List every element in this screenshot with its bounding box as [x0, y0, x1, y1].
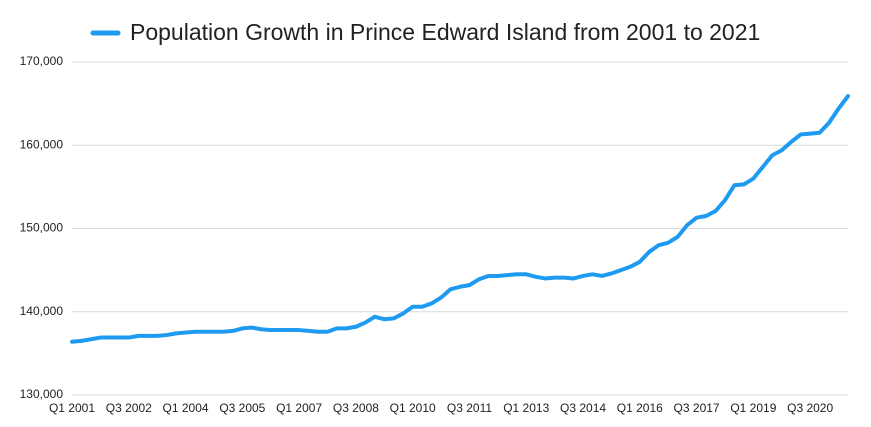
x-tick-label: Q3 2011 — [447, 401, 492, 415]
x-tick-label: Q3 2017 — [674, 401, 720, 415]
x-tick-label: Q1 2007 — [276, 401, 322, 415]
x-tick-label: Q1 2004 — [163, 401, 209, 415]
x-tick-label: Q3 2020 — [787, 401, 833, 415]
x-tick-label: Q3 2008 — [333, 401, 379, 415]
line — [70, 94, 850, 344]
x-tick-label: Q3 2005 — [219, 401, 265, 415]
x-tick-label: Q1 2013 — [503, 401, 549, 415]
x-tick-label: Q1 2019 — [730, 401, 776, 415]
x-tick-label: Q1 2001 — [49, 401, 95, 415]
x-tick-label: Q1 2010 — [390, 401, 436, 415]
x-tick-label: Q3 2002 — [106, 401, 152, 415]
y-tick-label: 140,000 — [20, 304, 64, 318]
x-tick-label: Q1 2016 — [617, 401, 663, 415]
y-tick-label: 150,000 — [20, 221, 64, 235]
y-tick-label: 160,000 — [20, 137, 64, 151]
y-tick-label: 130,000 — [20, 387, 64, 401]
x-tick-label: Q3 2014 — [560, 401, 606, 415]
legend-label: Population Growth in Prince Edward Islan… — [130, 19, 760, 45]
y-tick-label: 170,000 — [20, 54, 64, 68]
